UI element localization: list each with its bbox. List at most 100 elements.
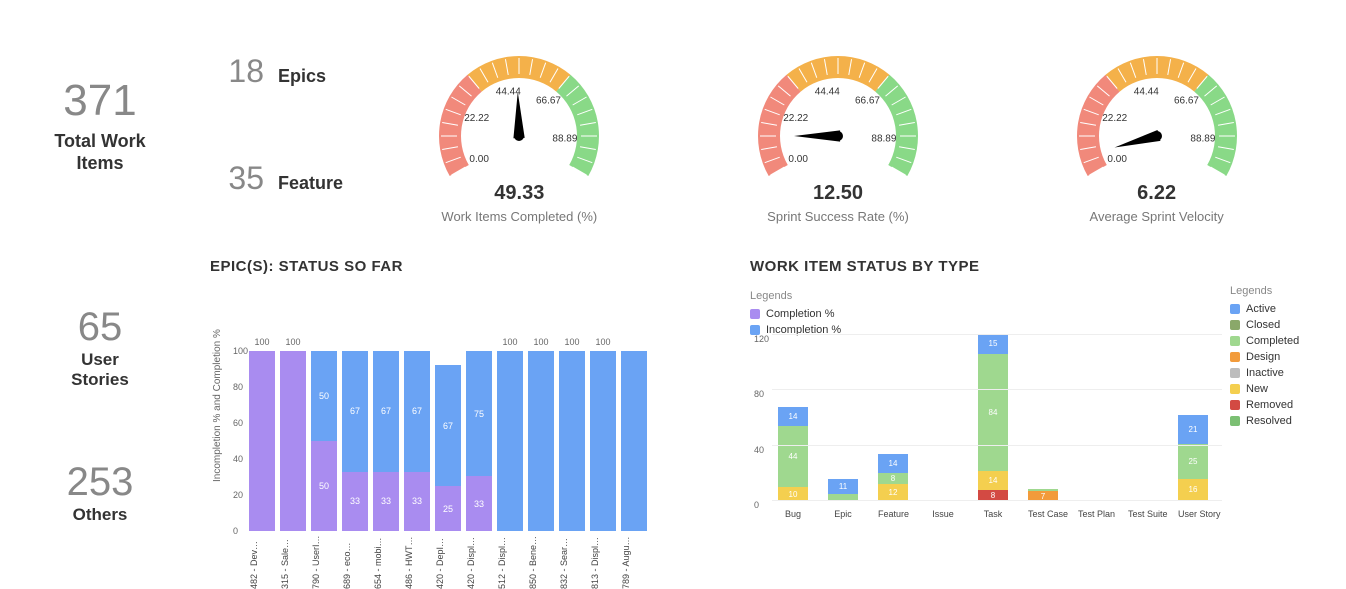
legend-label: Completed — [1246, 335, 1299, 347]
kpi-epics-value: 18 — [220, 53, 264, 90]
epic-xlabel: 790 - UserI… — [311, 535, 337, 589]
epic-bar: 100 — [528, 351, 554, 531]
item-legend-title: Legends — [1230, 285, 1320, 297]
epic-status-chart: EPIC(S): STATUS SO FAR Incompletion % an… — [200, 250, 740, 580]
legend-swatch-icon — [1230, 368, 1240, 378]
epic-bar: 100 — [497, 351, 523, 531]
item-status-chart: WORK ITEM STATUS BY TYPE 104414111281418… — [740, 250, 1330, 580]
epic-xlabel: 850 - Bene… — [528, 535, 554, 589]
item-seg-active: 21 — [1178, 415, 1208, 444]
item-legend-item: Resolved — [1230, 415, 1320, 427]
legend-swatch-icon — [1230, 352, 1240, 362]
epic-xlabel: 420 - Displ… — [466, 535, 492, 589]
gauge-svg-1: 0.0022.2244.4466.6788.89 — [728, 26, 948, 176]
kpi-others: 253 Others — [67, 460, 134, 525]
svg-text:0.00: 0.00 — [788, 154, 808, 165]
item-seg-completed: 44 — [778, 426, 808, 487]
item-bar: 162521 — [1178, 415, 1208, 501]
kpi-total-work-items: 371 Total WorkItems — [0, 0, 200, 250]
gauge-value-1: 12.50 — [698, 182, 978, 205]
gauge-sprint-velocity: 0.0022.2244.4466.6788.89 6.22 Average Sp… — [1017, 26, 1297, 224]
gauge-value-0: 49.33 — [379, 182, 659, 205]
svg-text:22.22: 22.22 — [783, 113, 808, 124]
kpi-user-stories: 65 UserStories — [71, 305, 129, 391]
epic-bar: 3367 — [342, 351, 368, 531]
epic-xlabel: 832 - Sear… — [559, 535, 585, 589]
item-chart-title: WORK ITEM STATUS BY TYPE — [750, 258, 1330, 275]
kpi-others-value: 253 — [67, 460, 134, 505]
item-seg-new: 14 — [978, 471, 1008, 490]
legend-label: Removed — [1246, 399, 1293, 411]
kpi-others-label: Others — [67, 505, 134, 525]
item-chart-plot: 104414111281418148415711162521 BugEpicFe… — [750, 281, 1230, 501]
svg-text:88.89: 88.89 — [871, 134, 896, 145]
svg-text:66.67: 66.67 — [536, 96, 561, 107]
top-row: 18 Epics 35 Feature 0.00 22.22 44.44 66.67 8… — [200, 0, 1346, 250]
epic-bar: 100 — [280, 351, 306, 531]
epic-bar — [621, 351, 647, 531]
item-legend-item: Removed — [1230, 399, 1320, 411]
bottom-row: EPIC(S): STATUS SO FAR Incompletion % an… — [200, 250, 1346, 580]
gauge-label-2: Average Sprint Velocity — [1017, 209, 1297, 224]
epic-bar: 100 — [559, 351, 585, 531]
gauge-work-items-completed: 0.0022.2244.4466.6788.89 49.33 Work Item… — [379, 26, 659, 224]
epic-xlabel: 813 - Displ… — [590, 535, 616, 589]
epic-xlabel: 482 - DevE… — [249, 535, 275, 589]
epic-chart-plot: 1001005050336733673367256733751001001001… — [225, 281, 645, 531]
epic-y-axis-label: Incompletion % and Completion % — [210, 281, 225, 531]
item-bar: 12814 — [878, 454, 908, 501]
svg-text:88.89: 88.89 — [553, 134, 578, 145]
item-bar: 11 — [828, 479, 858, 501]
kpi-left-bottom: 65 UserStories 253 Others — [0, 250, 200, 580]
kpi-feature-label: Feature — [278, 173, 343, 194]
item-xlabel: Epic — [828, 509, 858, 519]
item-xlabel: Issue — [928, 509, 958, 519]
item-legend-item: Design — [1230, 351, 1320, 363]
legend-label: Design — [1246, 351, 1280, 363]
epic-xlabel: 315 - Sales… — [280, 535, 306, 589]
legend-label: Inactive — [1246, 367, 1284, 379]
epic-bar: 3367 — [373, 351, 399, 531]
item-xlabel: User Story — [1178, 509, 1208, 519]
item-legend: Legends ActiveClosedCompletedDesignInact… — [1230, 285, 1320, 431]
epic-bar: 100 — [590, 351, 616, 531]
legend-swatch-icon — [1230, 416, 1240, 426]
svg-text:0.00: 0.00 — [470, 154, 490, 165]
legend-swatch-icon — [1230, 384, 1240, 394]
epic-xlabel: 689 - ecom… — [342, 535, 368, 589]
item-seg-new: 12 — [878, 484, 908, 501]
epic-bar: 3367 — [404, 351, 430, 531]
kpi-feature: 35 Feature — [220, 160, 360, 197]
epic-xlabel: 789 - Augu… — [621, 535, 647, 589]
epic-xlabel: 654 - mobi… — [373, 535, 399, 589]
item-seg-active: 14 — [778, 407, 808, 426]
legend-swatch-icon — [1230, 400, 1240, 410]
kpi-user-stories-value: 65 — [71, 305, 129, 350]
item-xlabel: Test Plan — [1078, 509, 1108, 519]
item-xlabel: Test Suite — [1128, 509, 1158, 519]
item-legend-item: Inactive — [1230, 367, 1320, 379]
item-bar: 8148415 — [978, 334, 1008, 502]
item-seg-active: 14 — [878, 454, 908, 473]
item-seg-active: 11 — [828, 479, 858, 494]
epic-xlabel: 512 - Displ… — [497, 535, 523, 589]
kpi-feature-value: 35 — [220, 160, 264, 197]
item-xlabel: Bug — [778, 509, 808, 519]
legend-swatch-icon — [1230, 304, 1240, 314]
kpi-epics-label: Epics — [278, 66, 326, 87]
gauges-row: 0.0022.2244.4466.6788.89 49.33 Work Item… — [360, 26, 1346, 224]
dashboard-root: 371 Total WorkItems 18 Epics 35 Feature … — [0, 0, 1346, 580]
kpi-epic-feature: 18 Epics 35 Feature — [200, 53, 360, 197]
kpi-user-stories-label: UserStories — [71, 350, 129, 391]
svg-text:66.67: 66.67 — [1174, 96, 1199, 107]
legend-swatch-icon — [1230, 336, 1240, 346]
epic-bar: 100 — [249, 351, 275, 531]
svg-text:0.00: 0.00 — [1107, 154, 1127, 165]
svg-text:44.44: 44.44 — [1133, 86, 1158, 97]
svg-text:88.89: 88.89 — [1190, 134, 1215, 145]
epic-bar: 5050 — [311, 351, 337, 531]
item-seg-new: 10 — [778, 487, 808, 501]
item-bar: 104414 — [778, 407, 808, 501]
item-legend-item: Completed — [1230, 335, 1320, 347]
item-seg-new: 16 — [1178, 479, 1208, 501]
